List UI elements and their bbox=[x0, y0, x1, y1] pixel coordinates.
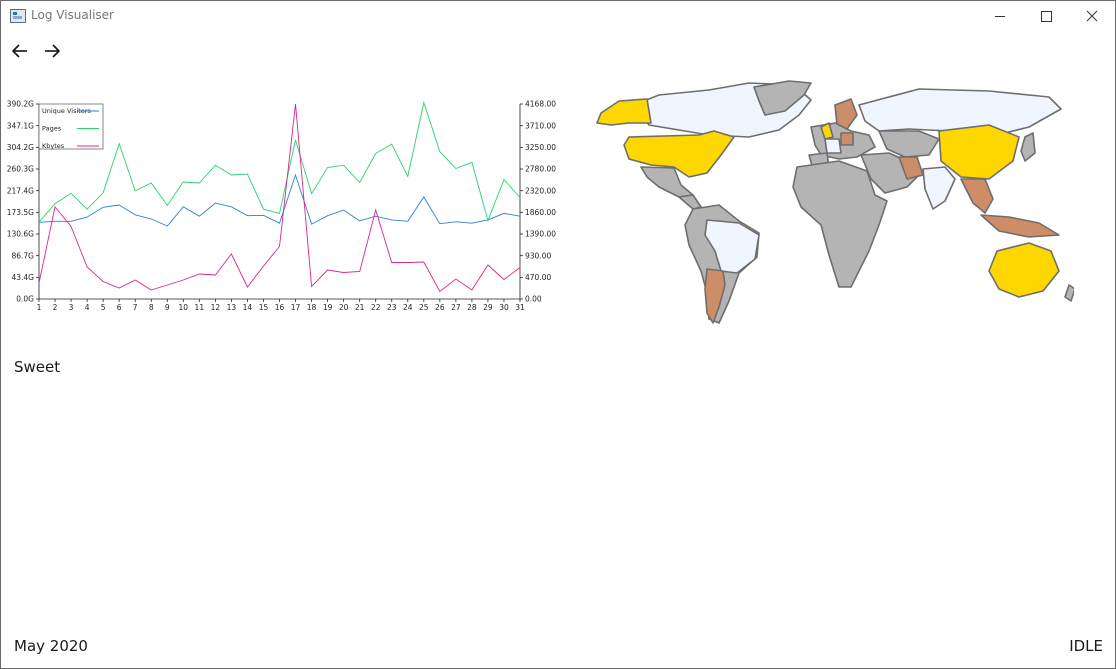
map-region-scandinavia bbox=[834, 98, 858, 130]
y-tick-label-left: 0.0G bbox=[16, 295, 34, 304]
x-tick-label: 18 bbox=[307, 303, 317, 312]
series-line-unique-visitors bbox=[38, 173, 521, 227]
map-region-central-america bbox=[678, 194, 702, 210]
maximize-icon bbox=[1041, 11, 1052, 22]
title-bar[interactable]: Log Visualiser bbox=[1, 1, 1115, 32]
close-button[interactable] bbox=[1069, 1, 1115, 32]
y-tick-label-left: 173.5G bbox=[7, 208, 34, 217]
maximize-button[interactable] bbox=[1023, 1, 1069, 32]
minimize-icon bbox=[995, 16, 1005, 17]
map-region-australia bbox=[988, 242, 1060, 298]
y-tick-label-left: 347.1G bbox=[7, 121, 34, 130]
x-tick-label: 12 bbox=[211, 303, 221, 312]
map-region-uk bbox=[820, 122, 834, 140]
map-region-china bbox=[938, 124, 1020, 180]
x-tick-label: 8 bbox=[149, 303, 154, 312]
minimize-button[interactable] bbox=[977, 1, 1023, 32]
x-tick-label: 21 bbox=[355, 303, 365, 312]
x-tick-label: 14 bbox=[243, 303, 253, 312]
arrow-right-icon bbox=[45, 44, 61, 58]
x-tick-label: 10 bbox=[179, 303, 189, 312]
y-tick-label-left: 304.2G bbox=[7, 143, 34, 152]
y-tick-label-right: 1860.00 bbox=[525, 208, 556, 217]
period-label: May 2020 bbox=[14, 637, 88, 655]
map-region-japan bbox=[1020, 132, 1036, 162]
y-tick-label-right: 2780.00 bbox=[525, 165, 556, 174]
map-region-central-asia bbox=[878, 130, 940, 158]
map-region-africa bbox=[792, 160, 888, 288]
map-region-indonesia bbox=[980, 214, 1060, 238]
forward-button[interactable] bbox=[41, 41, 63, 61]
x-tick-label: 27 bbox=[451, 303, 461, 312]
x-tick-label: 25 bbox=[419, 303, 429, 312]
map-region-new-zealand bbox=[1064, 284, 1074, 302]
x-tick-label: 31 bbox=[515, 303, 525, 312]
y-tick-label-right: 3710.00 bbox=[525, 121, 556, 130]
x-tick-label: 15 bbox=[259, 303, 269, 312]
map-region-germany bbox=[840, 132, 854, 146]
series-line-kbytes bbox=[38, 104, 521, 293]
x-tick-label: 17 bbox=[291, 303, 301, 312]
world-map[interactable] bbox=[589, 75, 1074, 333]
arrow-left-icon bbox=[11, 44, 27, 58]
map-region-argentina bbox=[704, 268, 726, 324]
map-region-alaska bbox=[596, 98, 652, 126]
legend-label: Kbytes bbox=[42, 142, 65, 150]
window-title: Log Visualiser bbox=[31, 8, 114, 22]
app-icon bbox=[10, 9, 26, 23]
state-label: IDLE bbox=[1069, 637, 1103, 655]
x-tick-label: 6 bbox=[117, 303, 122, 312]
x-tick-label: 26 bbox=[435, 303, 445, 312]
x-tick-label: 13 bbox=[227, 303, 237, 312]
y-tick-label-left: 217.4G bbox=[7, 186, 34, 195]
x-tick-label: 29 bbox=[483, 303, 493, 312]
map-region-russia bbox=[858, 88, 1062, 138]
y-tick-label-right: 0.00 bbox=[525, 295, 542, 304]
status-message: Sweet bbox=[14, 358, 61, 376]
x-tick-label: 16 bbox=[275, 303, 285, 312]
map-region-india bbox=[922, 166, 956, 210]
x-tick-label: 1 bbox=[37, 303, 42, 312]
x-tick-label: 23 bbox=[387, 303, 397, 312]
y-tick-label-right: 3250.00 bbox=[525, 143, 556, 152]
map-region-france bbox=[824, 138, 842, 154]
x-tick-label: 30 bbox=[499, 303, 509, 312]
map-region-southeast-asia bbox=[960, 178, 994, 214]
x-tick-label: 19 bbox=[323, 303, 333, 312]
series-line-pages bbox=[38, 100, 521, 223]
back-button[interactable] bbox=[9, 41, 31, 61]
x-tick-label: 20 bbox=[339, 303, 349, 312]
y-tick-label-right: 2320.00 bbox=[525, 186, 556, 195]
map-region-brazil bbox=[704, 219, 760, 274]
y-tick-label-right: 470.00 bbox=[525, 273, 551, 282]
x-tick-label: 22 bbox=[371, 303, 381, 312]
y-tick-label-right: 4168.00 bbox=[525, 100, 556, 109]
y-tick-label-left: 260.3G bbox=[7, 165, 34, 174]
legend-label: Pages bbox=[42, 125, 62, 133]
x-tick-label: 9 bbox=[165, 303, 170, 312]
y-tick-label-left: 86.7G bbox=[11, 251, 34, 260]
y-tick-label-left: 130.6G bbox=[7, 230, 34, 239]
y-tick-label-left: 43.4G bbox=[11, 273, 34, 282]
chart-legend bbox=[38, 103, 104, 150]
x-tick-label: 28 bbox=[467, 303, 477, 312]
x-tick-label: 5 bbox=[101, 303, 106, 312]
x-tick-label: 3 bbox=[69, 303, 74, 312]
map-region-greenland bbox=[753, 80, 812, 116]
x-tick-label: 7 bbox=[133, 303, 138, 312]
map-region-usa bbox=[623, 130, 735, 178]
y-tick-label-left: 390.2G bbox=[7, 100, 34, 109]
x-tick-label: 11 bbox=[195, 303, 205, 312]
x-tick-label: 4 bbox=[85, 303, 90, 312]
y-tick-label-right: 1390.00 bbox=[525, 230, 556, 239]
y-tick-label-right: 930.00 bbox=[525, 251, 551, 260]
x-tick-label: 2 bbox=[53, 303, 58, 312]
x-tick-label: 24 bbox=[403, 303, 413, 312]
legend-label: Unique Visitors bbox=[42, 107, 91, 115]
close-icon bbox=[1086, 10, 1098, 22]
